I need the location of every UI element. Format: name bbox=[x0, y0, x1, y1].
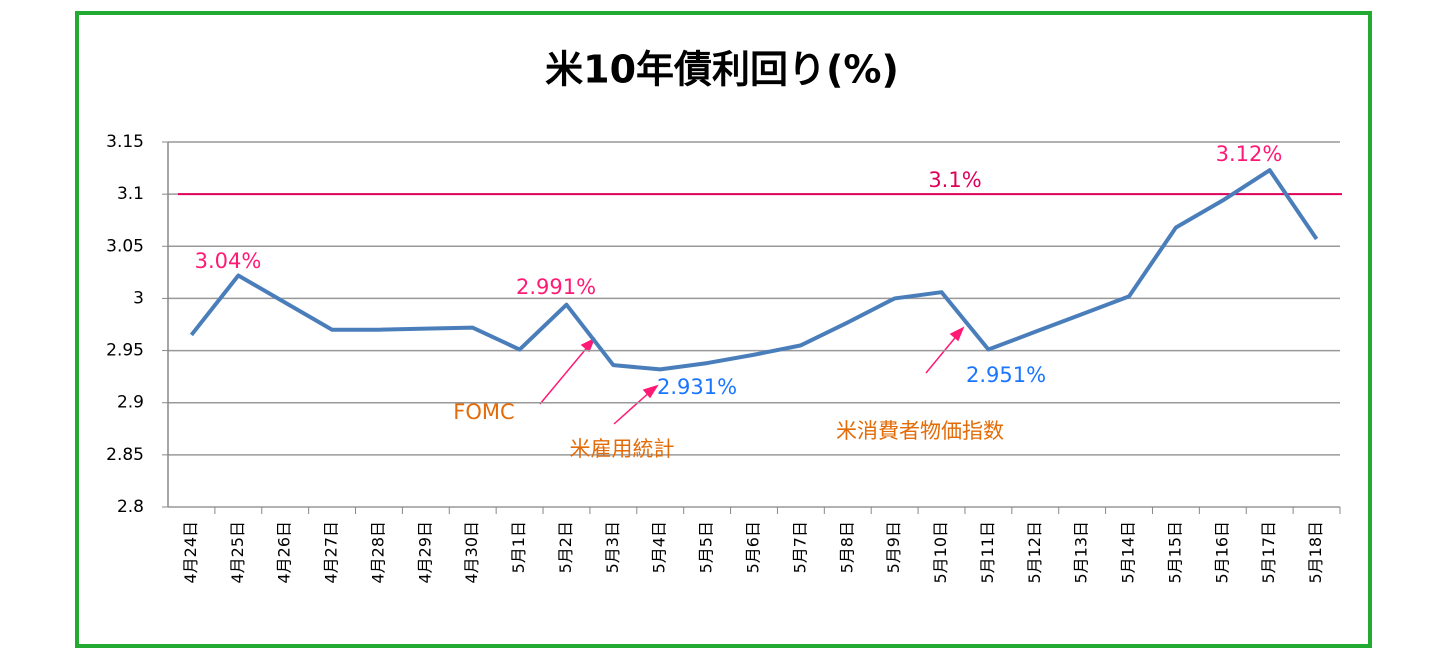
x-tick-label: 5月1日 bbox=[509, 521, 528, 573]
x-tick-label: 4月29日 bbox=[415, 521, 434, 584]
arrow-head bbox=[642, 384, 659, 399]
y-tick-label: 3.1 bbox=[117, 184, 144, 204]
annotation: 3.04% bbox=[195, 249, 262, 273]
reference-label: 3.1% bbox=[928, 168, 981, 192]
x-tick-label: 5月12日 bbox=[1025, 521, 1044, 584]
x-tick-label: 5月13日 bbox=[1072, 521, 1091, 584]
arrow bbox=[539, 343, 591, 405]
y-tick-label: 3.15 bbox=[106, 132, 144, 152]
x-tick-label: 5月15日 bbox=[1165, 521, 1184, 584]
x-tick-label: 5月7日 bbox=[790, 521, 809, 573]
x-tick-label: 4月24日 bbox=[181, 521, 200, 584]
series-line bbox=[189, 168, 1319, 372]
y-tick-label: 2.85 bbox=[106, 445, 144, 465]
annotation: 米消費者物価指数 bbox=[836, 419, 1004, 443]
x-tick-label: 5月6日 bbox=[744, 521, 763, 573]
annotation: 2.951% bbox=[966, 363, 1046, 387]
chart-frame bbox=[75, 11, 1372, 648]
x-tick-label: 4月28日 bbox=[368, 521, 387, 584]
arrow bbox=[613, 389, 653, 425]
x-tick-label: 5月10日 bbox=[931, 521, 950, 584]
arrow bbox=[925, 332, 960, 374]
x-tick-label: 4月27日 bbox=[322, 521, 341, 584]
x-tick-label: 5月4日 bbox=[650, 521, 669, 573]
arrows bbox=[539, 326, 965, 425]
annotation: 米雇用統計 bbox=[570, 437, 675, 461]
arrow-head bbox=[949, 326, 965, 342]
x-tick-label: 5月11日 bbox=[978, 521, 997, 584]
x-tick-label: 4月25日 bbox=[228, 521, 247, 584]
y-tick-label: 3 bbox=[133, 288, 144, 308]
x-tick-label: 5月9日 bbox=[884, 521, 903, 573]
x-tick-label: 5月3日 bbox=[603, 521, 622, 573]
x-tick-label: 5月17日 bbox=[1259, 521, 1278, 584]
y-tick-label: 2.95 bbox=[106, 341, 144, 361]
annotation: 2.931% bbox=[657, 375, 737, 399]
x-tick-label: 4月30日 bbox=[462, 521, 481, 584]
annotation: 2.991% bbox=[516, 275, 596, 299]
x-tick-label: 4月26日 bbox=[275, 521, 294, 584]
arrow-head bbox=[580, 337, 596, 353]
x-tick-label: 5月2日 bbox=[556, 521, 575, 573]
annotation: FOMC bbox=[453, 400, 514, 424]
y-tick-label: 2.8 bbox=[117, 497, 144, 517]
y-tick-label: 2.9 bbox=[117, 393, 144, 413]
x-tick-label: 5月18日 bbox=[1306, 521, 1325, 584]
x-tick-label: 5月5日 bbox=[697, 521, 716, 573]
x-tick-label: 5月8日 bbox=[837, 521, 856, 573]
y-tick-label: 3.05 bbox=[106, 236, 144, 256]
x-tick-label: 5月16日 bbox=[1212, 521, 1231, 584]
chart-title: 米10年債利回り(%) bbox=[545, 48, 899, 92]
x-tick-label: 5月14日 bbox=[1119, 521, 1138, 584]
annotation: 3.12% bbox=[1216, 142, 1283, 166]
